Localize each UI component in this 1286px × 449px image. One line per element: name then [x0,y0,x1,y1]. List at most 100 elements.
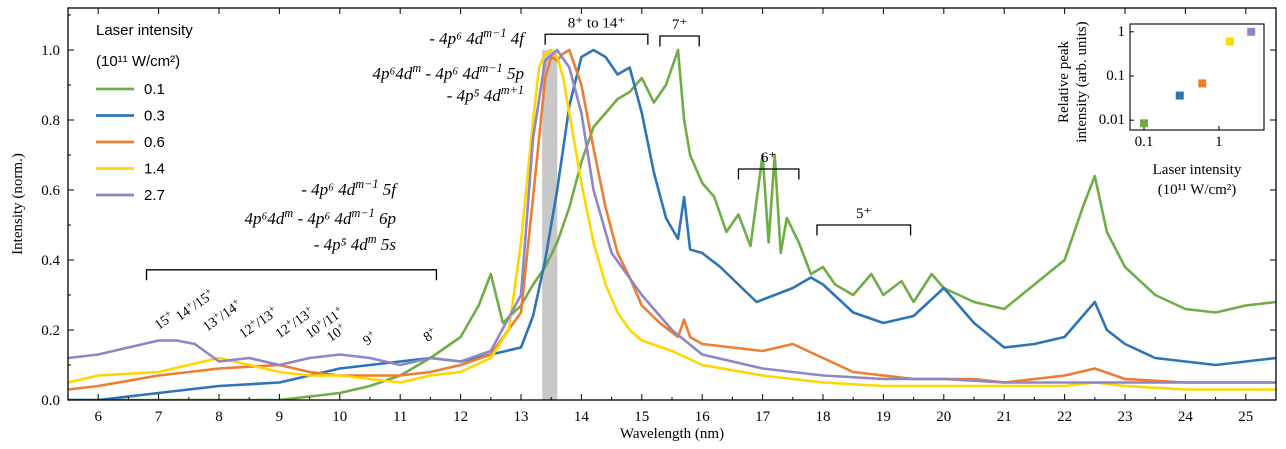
text-span: 6p [375,209,396,228]
superscript-span: m [412,61,421,75]
y-axis-label: Intensity (norm.) [10,153,26,255]
inset-point [1140,119,1149,128]
bracket-7 [659,35,700,47]
x-tick-label: 13 [514,409,529,425]
text-span: - 4p⁵ 4d [314,235,369,254]
x-tick-label: 9 [276,409,284,425]
text-span: 4p⁶4d [244,209,284,228]
superscript-span: m−1 [352,206,375,220]
inset-y-tick-label: 0.1 [1106,68,1125,84]
legend-title: Laser intensity [96,22,193,39]
bracket-label-5: 5⁺ [856,206,871,222]
text-span: 5⁺ [856,206,871,222]
inset-chart: 0.1 1 0.01 0.1 1 Laser intensity (10¹¹ W/cm²) R… [1056,21,1265,198]
inset-frame [1129,23,1265,131]
tick-layer: 6 7 8 9 10 11 12 13 14 15 16 17 18 19 20 21 22 23 24 250.00… [10,8,1277,442]
y-tick-label: 1.0 [41,43,60,59]
bracket-label-7: 7⁺ [672,17,687,33]
superscript-span: + [266,303,277,315]
y-tick-label: 0.0 [41,393,60,409]
superscript-span: + [365,327,376,339]
x-tick-label: 12 [453,409,468,425]
text-span: 4f [507,29,527,48]
x-tick-label: 8 [215,409,223,425]
y-tick-label: 0.6 [41,183,60,199]
charge-state-label: 14+/15+ [172,285,218,324]
text-span: 6⁺ [761,150,776,166]
superscript-span: m−1 [355,177,378,191]
superscript-span: m [368,232,377,246]
superscript-span: + [334,320,345,332]
transition-label-left-0: - 4p⁶ 4dm−1 5f [301,177,398,199]
x-tick-label: 6 [94,409,102,425]
inset-x-label-units: (10¹¹ W/cm²) [1158,182,1237,198]
transition-label-left-1: 4p⁶4dm - 4p⁶ 4dm−1 6p [244,206,396,228]
bracket-8-14 [544,33,649,45]
legend-label-0.1: 0.1 [144,81,165,98]
inset-y-label: Relative peak [1056,40,1072,123]
x-tick-label: 25 [1238,409,1253,425]
charge-state-label: 8+ [420,324,441,346]
bracket-label-8-14: 8⁺ to 14⁺ [568,15,626,31]
superscript-span: + [283,316,294,328]
legend-label-2.7: 2.7 [144,187,165,204]
charge-state-label: 10+ [323,320,349,346]
legend-label-0.6: 0.6 [144,134,165,151]
bracket-6 [737,168,800,180]
text-span: - 4p⁵ 4d [447,86,502,105]
superscript-span: + [230,296,241,308]
x-tick-label: 17 [755,409,771,425]
bracket-label-6: 6⁺ [761,150,776,166]
superscript-span: + [162,307,173,319]
inset-y-tick-label: 0.01 [1099,112,1125,128]
superscript-span: + [332,303,343,315]
y-tick-label: 0.8 [41,113,60,129]
text-span: - 4p⁶ 4d [429,29,484,48]
x-tick-label: 22 [1057,409,1072,425]
text-span: 5p [503,64,524,83]
series-line-2.7 [68,48,1276,384]
text-span: - 4p⁶ 4d [421,64,480,83]
bracket-5 [816,224,912,236]
inset-x-label: Laser intensity [1153,162,1242,178]
transition-label-top-1: 4p⁶4dm - 4p⁶ 4dm−1 5p [372,61,524,83]
superscript-span: + [211,309,222,321]
charge-state-label: 9+ [359,327,380,349]
x-tick-label: 14 [574,409,590,425]
legend-label-0.3: 0.3 [144,108,165,125]
superscript-span: + [247,316,258,328]
inset-x-tick-label: 0.1 [1135,134,1154,150]
text-span: 8⁺ to 14⁺ [568,15,626,31]
x-tick-label: 18 [816,409,831,425]
inset-point [1175,91,1184,100]
inset-point [1198,79,1207,88]
series-layer [68,48,1276,400]
inset-y-label-units: intensity (arb. units) [1074,21,1090,142]
legend-label-1.4: 1.4 [144,161,165,178]
y-tick-label: 0.2 [41,323,60,339]
text-span: 5s [377,235,397,254]
text-span: - 4p⁶ 4d [293,209,352,228]
x-tick-label: 20 [936,409,951,425]
x-axis-label: Wavelength (nm) [620,426,724,442]
x-tick-label: 7 [155,409,163,425]
text-span: 7⁺ [672,17,687,33]
x-tick-label: 10 [332,409,347,425]
text-span: 4p⁶4d [372,64,412,83]
transition-label-top-2: - 4p⁵ 4dm+1 [447,83,524,105]
x-tick-label: 15 [634,409,649,425]
charge-state-label: 12+/13+ [235,303,281,342]
legend-subtitle: (10¹¹ W/cm²) [96,53,180,70]
text-span: 5f [379,180,399,199]
superscript-span: m [284,206,293,220]
superscript-span: + [425,324,436,336]
highlight-band-layer [542,50,558,400]
inset-y-tick-label: 1 [1118,24,1126,40]
inset-x-tick-label: 1 [1215,134,1223,150]
x-tick-label: 21 [997,409,1012,425]
transition-label-top-0: - 4p⁶ 4dm−1 4f [429,26,526,48]
superscript-span: m−1 [483,26,506,40]
inset-point [1225,37,1234,46]
